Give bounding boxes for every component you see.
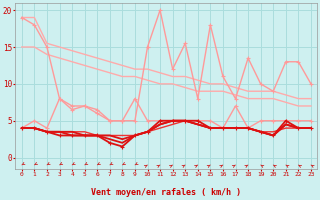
X-axis label: Vent moyen/en rafales ( km/h ): Vent moyen/en rafales ( km/h ) [92,188,241,197]
